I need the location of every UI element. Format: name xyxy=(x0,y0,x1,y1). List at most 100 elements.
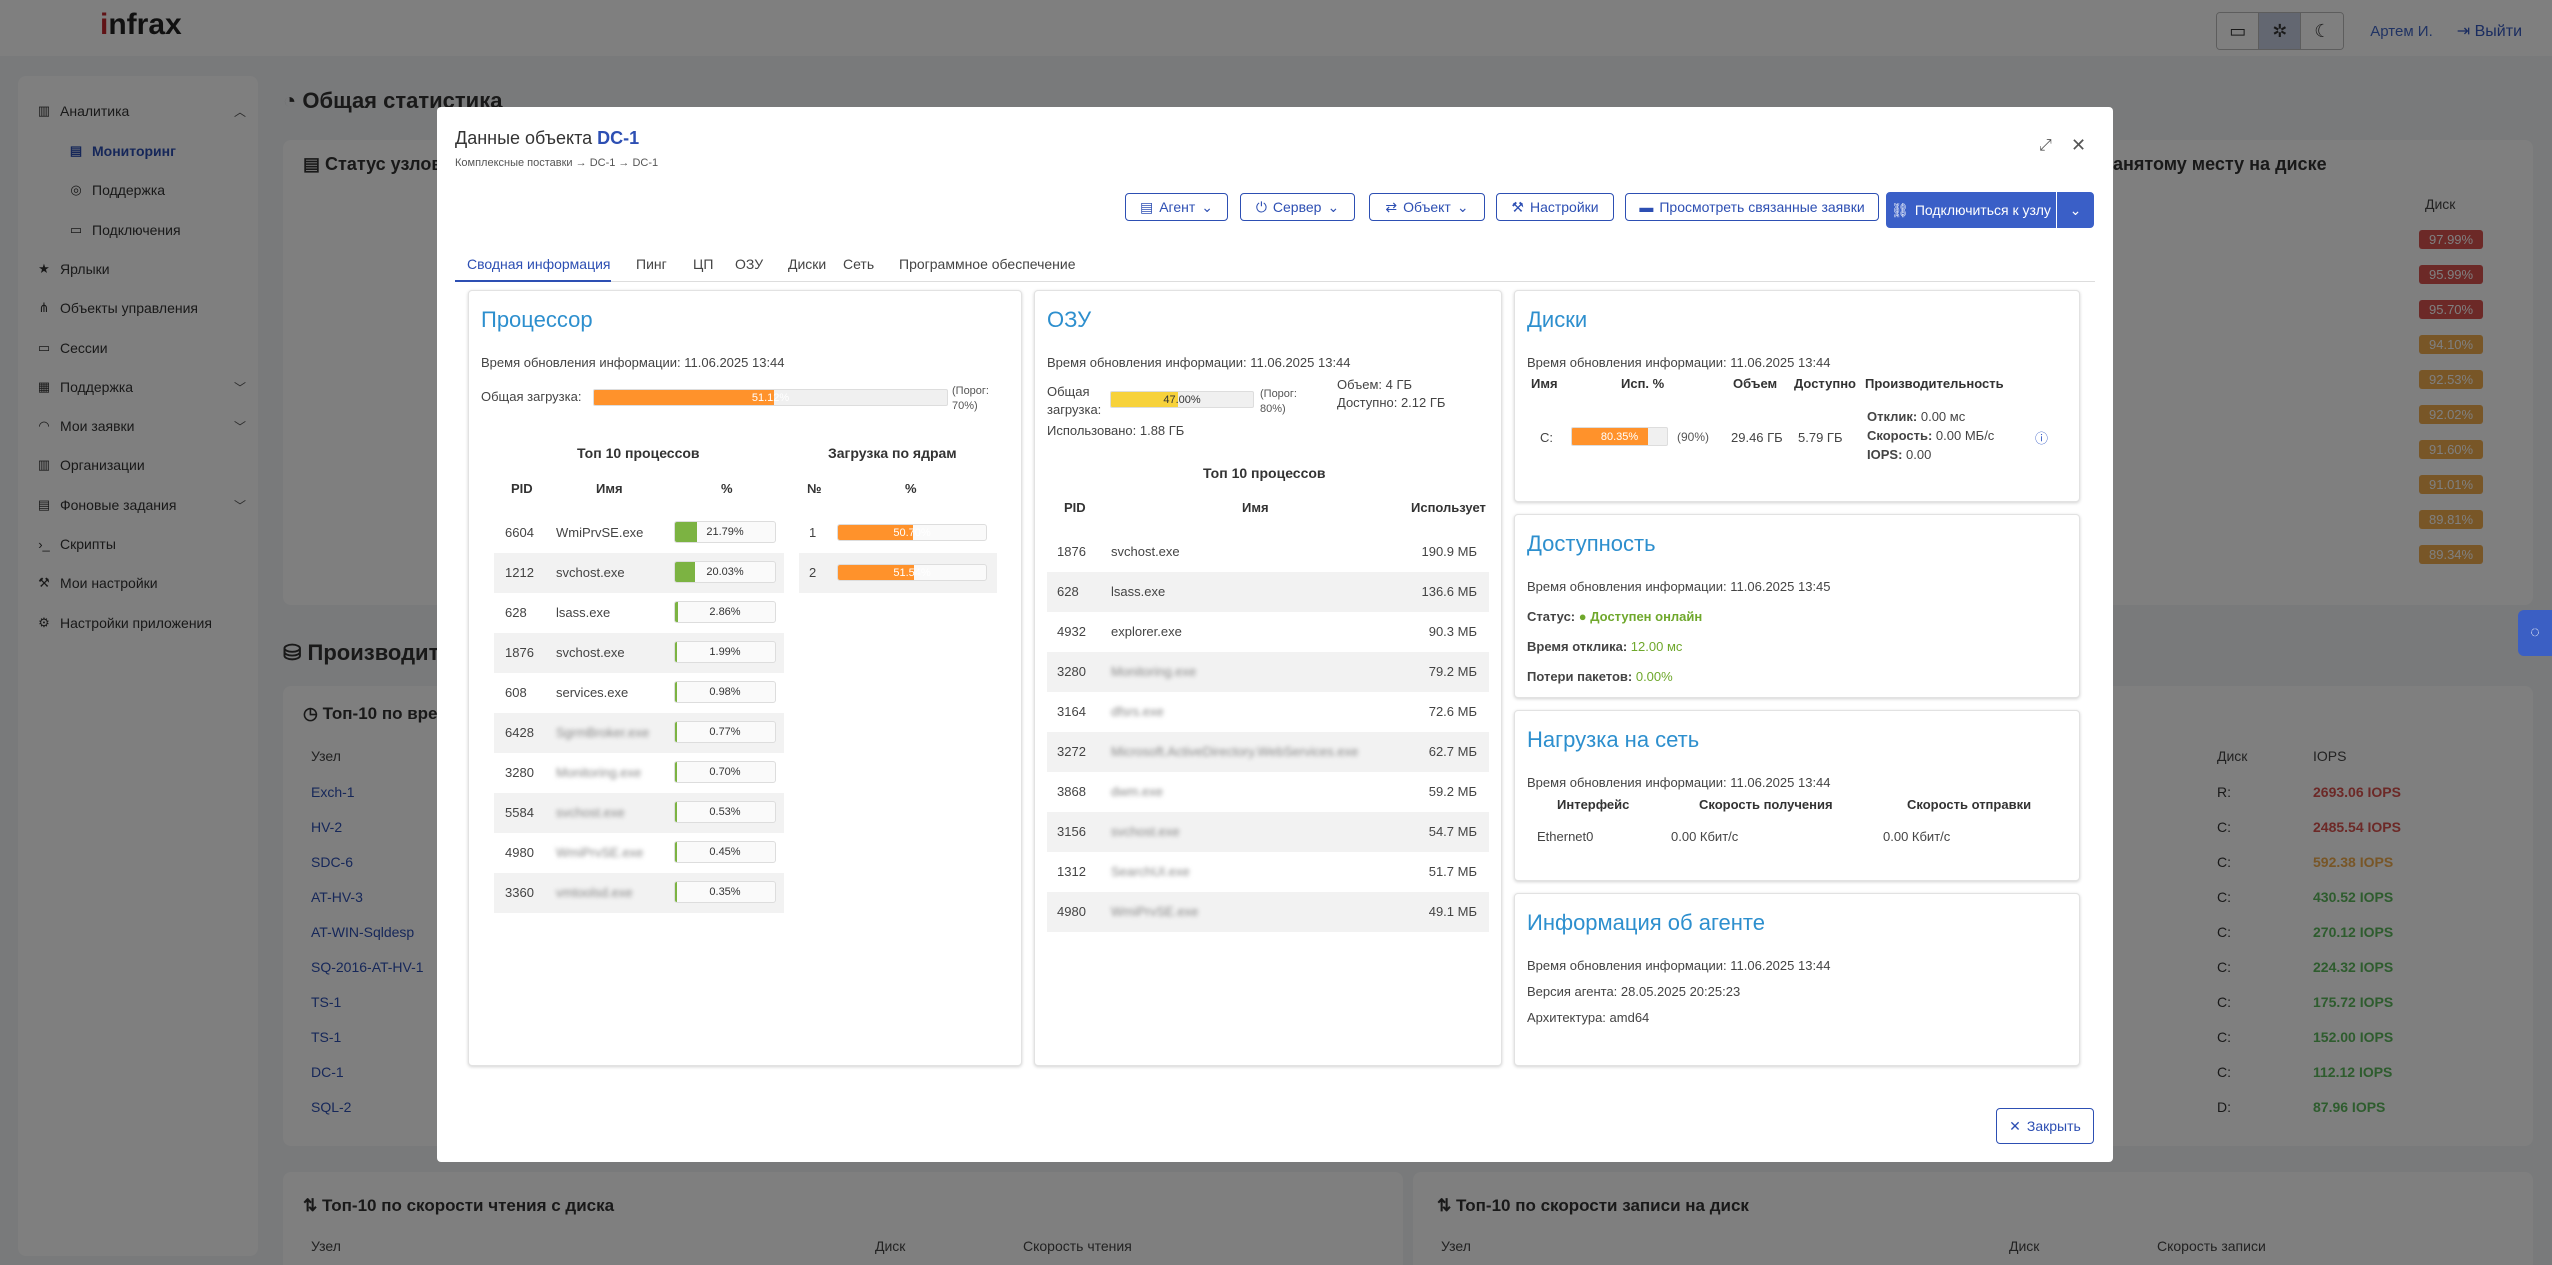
name-cell: WmiPrvSE.exe xyxy=(1111,904,1198,919)
core-bar: 50.70% xyxy=(837,524,987,541)
name-cell: svchost.exe xyxy=(556,565,625,580)
core-number: 1 xyxy=(809,525,816,540)
tab-network[interactable]: Сеть xyxy=(843,256,874,272)
availability-panel: Доступность Время обновления информации:… xyxy=(1514,514,2080,698)
table-row: 1876 svchost.exe 1.99% xyxy=(494,633,784,673)
table-row: 1 50.70% xyxy=(799,513,997,553)
network-col-iface: Интерфейс xyxy=(1557,797,1629,812)
connect-button[interactable]: ⛓ Подключиться к узлу xyxy=(1886,192,2056,228)
table-row: 5584 svchost.exe 0.53% xyxy=(494,793,784,833)
disks-col-available: Доступно xyxy=(1794,376,1856,391)
network-iface: Ethernet0 xyxy=(1537,829,1593,844)
agent-dropdown-button[interactable]: ▤ Агент ⌄ xyxy=(1125,193,1228,221)
tab-cpu[interactable]: ЦП xyxy=(693,256,713,272)
pid-cell: 3156 xyxy=(1057,824,1086,839)
table-row: 2 51.54% xyxy=(799,553,997,593)
close-icon[interactable]: ✕ xyxy=(2071,135,2086,156)
pct-bar: 0.45% xyxy=(674,841,776,863)
settings-button[interactable]: ⚒ Настройки xyxy=(1496,193,1614,221)
availability-loss: Потери пакетов: 0.00% xyxy=(1527,669,1673,684)
agent-version: Версия агента: 28.05.2025 20:25:23 xyxy=(1527,984,1740,999)
table-row: 1876 svchost.exe 190.9 МБ xyxy=(1047,532,1489,572)
disk-response-value: 0.00 мс xyxy=(1921,409,1965,424)
ram-volume: Объем: 4 ГБ xyxy=(1337,377,1412,392)
network-col-tx: Скорость отправки xyxy=(1907,797,2031,812)
side-panel-toggle[interactable]: ◌ xyxy=(2518,610,2552,656)
status-value: Доступен онлайн xyxy=(1590,609,1702,624)
name-cell: svchost.exe xyxy=(1111,824,1180,839)
cpu-threshold: (Порог: 70%) xyxy=(952,384,1012,414)
view-tickets-button[interactable]: ▬ Просмотреть связанные заявки xyxy=(1625,193,1879,221)
table-row: 628 lsass.exe 2.86% xyxy=(494,593,784,633)
chevron-down-icon: ⌄ xyxy=(1201,199,1213,216)
response-value: 12.00 мс xyxy=(1631,639,1683,654)
disks-col-volume: Объем xyxy=(1733,376,1777,391)
memory-cell: 136.6 МБ xyxy=(1421,584,1477,599)
disk-usage-bar: 80.35% xyxy=(1571,427,1668,446)
tab-ping[interactable]: Пинг xyxy=(636,256,667,272)
disks-col-name: Имя xyxy=(1531,376,1558,391)
table-row: 3156 svchost.exe 54.7 МБ xyxy=(1047,812,1489,852)
cpu-updated: Время обновления информации: 11.06.2025 … xyxy=(481,355,785,370)
modal-title-prefix: Данные объекта xyxy=(455,128,592,148)
name-cell: SgrmBroker.exe xyxy=(556,725,649,740)
pid-cell: 3272 xyxy=(1057,744,1086,759)
name-cell: lsass.exe xyxy=(556,605,610,620)
disk-iops: IOPS: 0.00 xyxy=(1867,447,1931,462)
tab-bar: Сводная информация Пинг ЦП ОЗУ Диски Сет… xyxy=(455,248,2095,282)
tab-summary[interactable]: Сводная информация xyxy=(467,256,611,272)
pct-value: 0.70% xyxy=(675,762,775,782)
memory-cell: 54.7 МБ xyxy=(1429,824,1477,839)
memory-cell: 59.2 МБ xyxy=(1429,784,1477,799)
object-button-label: Объект xyxy=(1403,199,1451,215)
ram-available: Доступно: 2.12 ГБ xyxy=(1337,395,1445,410)
pct-value: 0.53% xyxy=(675,802,775,822)
connect-options-button[interactable]: ⌄ xyxy=(2057,192,2094,228)
table-row: 4932 explorer.exe 90.3 МБ xyxy=(1047,612,1489,652)
core-bar: 51.54% xyxy=(837,564,987,581)
pid-cell: 6428 xyxy=(505,725,534,740)
pid-cell: 4980 xyxy=(1057,904,1086,919)
network-title: Нагрузка на сеть xyxy=(1527,727,1699,753)
memory-cell: 51.7 МБ xyxy=(1429,864,1477,879)
pct-value: 0.35% xyxy=(675,882,775,902)
server-dropdown-button[interactable]: ⏻ Сервер ⌄ xyxy=(1240,193,1355,221)
cpu-load-bar: 51.12% xyxy=(593,389,948,406)
name-cell: explorer.exe xyxy=(1111,624,1182,639)
disk-name: C: xyxy=(1540,430,1553,445)
tab-ram[interactable]: ОЗУ xyxy=(735,256,763,272)
close-icon: ✕ xyxy=(2009,1118,2021,1135)
ram-used: Использовано: 1.88 ГБ xyxy=(1047,423,1184,438)
link-icon: ⛓ xyxy=(1891,202,1909,219)
tab-software[interactable]: Программное обеспечение xyxy=(899,256,1076,272)
pct-bar: 20.03% xyxy=(674,561,776,583)
table-row: 3272 Microsoft.ActiveDirectory.WebService… xyxy=(1047,732,1489,772)
memory-cell: 62.7 МБ xyxy=(1429,744,1477,759)
pct-bar: 2.86% xyxy=(674,601,776,623)
close-button-label: Закрыть xyxy=(2027,1118,2081,1134)
object-dropdown-button[interactable]: ⇄ Объект ⌄ xyxy=(1369,193,1485,221)
expand-icon[interactable]: ⤢ xyxy=(2039,137,2052,155)
name-cell: dwm.exe xyxy=(1111,784,1163,799)
agent-title: Информация об агенте xyxy=(1527,910,1765,936)
close-button[interactable]: ✕ Закрыть xyxy=(1996,1108,2094,1144)
ram-col-name: Имя xyxy=(1242,500,1269,515)
chevron-down-icon: ⌄ xyxy=(1457,199,1469,216)
breadcrumb: Комплексные поставки → DC-1 → DC-1 xyxy=(455,157,658,169)
name-cell: Monitoring.exe xyxy=(1111,664,1196,679)
cpu-cores-title: Загрузка по ядрам xyxy=(828,445,957,461)
pct-bar: 0.70% xyxy=(674,761,776,783)
tab-disks[interactable]: Диски xyxy=(788,256,826,272)
pid-cell: 4932 xyxy=(1057,624,1086,639)
info-icon[interactable]: ⓘ xyxy=(2035,428,2048,447)
wrench-icon: ⚒ xyxy=(1511,199,1524,216)
active-tab-indicator xyxy=(455,280,611,282)
ram-top10-title: Топ 10 процессов xyxy=(1203,465,1326,481)
pid-cell: 3280 xyxy=(505,765,534,780)
agent-arch: Архитектура: amd64 xyxy=(1527,1010,1649,1025)
pct-value: 0.77% xyxy=(675,722,775,742)
ram-title: ОЗУ xyxy=(1047,307,1091,333)
pct-value: 0.45% xyxy=(675,842,775,862)
loss-label: Потери пакетов: xyxy=(1527,669,1632,684)
pid-cell: 608 xyxy=(505,685,527,700)
